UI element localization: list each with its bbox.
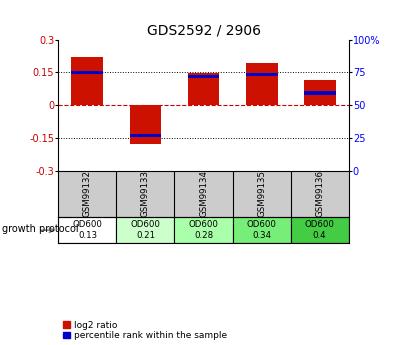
Bar: [116, 217, 174, 243]
Text: GSM99136: GSM99136: [315, 170, 324, 217]
Bar: [233, 217, 291, 243]
Bar: [187, 73, 220, 105]
Bar: [174, 217, 233, 243]
Text: OD600
0.34: OD600 0.34: [247, 220, 276, 240]
Bar: [58, 217, 116, 243]
Text: OD600
0.21: OD600 0.21: [131, 220, 160, 240]
Bar: [71, 71, 104, 74]
Bar: [129, 134, 162, 137]
Bar: [245, 62, 278, 105]
Bar: [129, 105, 162, 144]
Bar: [71, 57, 104, 105]
Text: GSM99132: GSM99132: [83, 170, 92, 217]
Bar: [245, 73, 278, 76]
Text: GSM99135: GSM99135: [257, 170, 266, 217]
Bar: [187, 75, 220, 78]
Text: GSM99133: GSM99133: [141, 170, 150, 217]
Text: OD600
0.4: OD600 0.4: [305, 220, 334, 240]
Bar: [303, 91, 336, 95]
Text: OD600
0.28: OD600 0.28: [189, 220, 218, 240]
Title: GDS2592 / 2906: GDS2592 / 2906: [147, 23, 260, 37]
Text: GSM99134: GSM99134: [199, 170, 208, 217]
Legend: log2 ratio, percentile rank within the sample: log2 ratio, percentile rank within the s…: [63, 321, 227, 341]
Text: growth protocol: growth protocol: [2, 225, 79, 234]
Bar: [303, 80, 336, 105]
Text: OD600
0.13: OD600 0.13: [73, 220, 102, 240]
Bar: [291, 217, 349, 243]
